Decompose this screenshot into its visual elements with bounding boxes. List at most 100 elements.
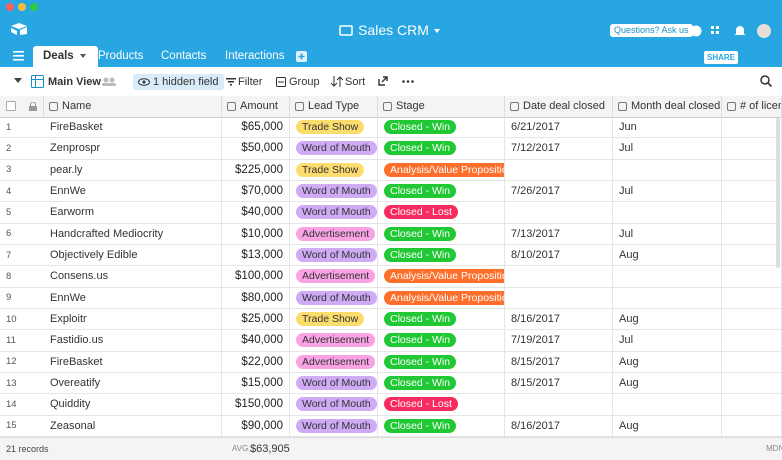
- cell-month[interactable]: Jul: [613, 180, 722, 202]
- cell-lead-type[interactable]: Word of Mouth: [290, 394, 378, 415]
- cell-stage[interactable]: Closed - Win: [378, 372, 505, 394]
- column-header[interactable]: Stage: [378, 96, 505, 117]
- column-header[interactable]: Amount: [222, 96, 290, 117]
- cell-lead-type[interactable]: Trade Show: [290, 159, 378, 180]
- select-all-checkbox[interactable]: [6, 101, 16, 111]
- record-row[interactable]: 12 FireBasket $22,000 Advertisement Closed -…: [0, 351, 782, 373]
- cell-stage[interactable]: Closed - Win: [378, 330, 505, 351]
- cell-licenses[interactable]: [722, 394, 782, 415]
- record-row[interactable]: 2 Zenprospr $50,000 Word of Mouth Closed - W…: [0, 138, 782, 160]
- cell-amount[interactable]: $225,000: [222, 159, 290, 180]
- cell-stage[interactable]: Analysis/Value Proposition: [378, 287, 505, 308]
- column-header[interactable]: Name: [44, 96, 222, 117]
- help-icon[interactable]: [690, 25, 702, 37]
- cell-name[interactable]: pear.ly: [44, 159, 222, 180]
- cell-name[interactable]: EnnWe: [44, 180, 222, 202]
- record-row[interactable]: 6 Handcrafted Mediocrity $10,000 Advertisem…: [0, 223, 782, 245]
- cell-stage[interactable]: Closed - Win: [378, 351, 505, 372]
- cell-licenses[interactable]: [722, 330, 782, 351]
- record-row[interactable]: 14 Quiddity $150,000 Word of Mouth Closed - …: [0, 394, 782, 416]
- cell-amount[interactable]: $22,000: [222, 351, 290, 372]
- record-row[interactable]: 8 Consens.us $100,000 Advertisement Analysis…: [0, 266, 782, 288]
- collapse-caret[interactable]: [14, 78, 22, 84]
- cell-name[interactable]: FireBasket: [44, 117, 222, 138]
- record-row[interactable]: 9 EnnWe $80,000 Word of Mouth Analysis/Value…: [0, 287, 782, 309]
- cell-amount[interactable]: $40,000: [222, 202, 290, 223]
- cell-month[interactable]: Aug: [613, 372, 722, 394]
- record-row[interactable]: 1 FireBasket $65,000 Trade Show Closed - Win…: [0, 117, 782, 139]
- cell-lead-type[interactable]: Word of Mouth: [290, 138, 378, 159]
- cell-name[interactable]: EnnWe: [44, 287, 222, 308]
- tab[interactable]: Interactions: [225, 50, 285, 62]
- column-header[interactable]: # of licens: [722, 96, 782, 117]
- cell-lead-type[interactable]: Word of Mouth: [290, 202, 378, 223]
- record-row[interactable]: 10 Exploitr $25,000 Trade Show Closed - Win 8…: [0, 308, 782, 331]
- cell-name[interactable]: Objectively Edible: [44, 244, 222, 266]
- cell-lead-type[interactable]: Advertisement: [290, 266, 378, 287]
- bell-icon[interactable]: [734, 26, 746, 35]
- hidden-fields-button[interactable]: 1 hidden field: [133, 74, 225, 90]
- cell-licenses[interactable]: [722, 223, 782, 244]
- cell-name[interactable]: Earworm: [44, 202, 222, 223]
- cell-amount[interactable]: $90,000: [222, 415, 290, 436]
- cell-stage[interactable]: Closed - Win: [378, 138, 505, 159]
- share-view-link[interactable]: [378, 76, 388, 86]
- base-title[interactable]: Sales CRM: [0, 22, 782, 38]
- cell-name[interactable]: Overeatify: [44, 372, 222, 394]
- cell-date[interactable]: 8/10/2017: [505, 244, 613, 266]
- cell-date[interactable]: 7/19/2017: [505, 330, 613, 351]
- tab[interactable]: Products: [98, 50, 144, 62]
- cell-date[interactable]: [505, 287, 613, 308]
- cell-lead-type[interactable]: Word of Mouth: [290, 287, 378, 308]
- cell-licenses[interactable]: [722, 287, 782, 308]
- cell-stage[interactable]: Closed - Win: [378, 415, 505, 436]
- cell-date[interactable]: 7/12/2017: [505, 138, 613, 159]
- cell-amount[interactable]: $25,000: [222, 308, 290, 330]
- view-name[interactable]: Main View: [48, 76, 101, 88]
- cell-name[interactable]: Quiddity: [44, 394, 222, 415]
- cell-date[interactable]: 8/16/2017: [505, 308, 613, 330]
- cell-month[interactable]: Jul: [613, 223, 722, 244]
- cell-month[interactable]: [613, 202, 722, 223]
- cell-amount[interactable]: $70,000: [222, 180, 290, 202]
- cell-lead-type[interactable]: Advertisement: [290, 330, 378, 351]
- cell-date[interactable]: 8/15/2017: [505, 351, 613, 372]
- cell-stage[interactable]: Closed - Lost: [378, 202, 505, 223]
- cell-name[interactable]: Handcrafted Mediocrity: [44, 223, 222, 244]
- tab[interactable]: Contacts: [161, 50, 207, 62]
- cell-date[interactable]: 6/21/2017: [505, 117, 613, 138]
- column-header[interactable]: Date deal closed: [505, 96, 613, 117]
- close-button[interactable]: [6, 3, 14, 11]
- cell-month[interactable]: [613, 159, 722, 180]
- cell-amount[interactable]: $15,000: [222, 372, 290, 394]
- cell-licenses[interactable]: [722, 202, 782, 223]
- minimize-button[interactable]: [18, 3, 26, 11]
- cell-lead-type[interactable]: Advertisement: [290, 351, 378, 372]
- cell-stage[interactable]: Closed - Win: [378, 244, 505, 266]
- cell-stage[interactable]: Closed - Win: [378, 180, 505, 202]
- cell-stage[interactable]: Closed - Win: [378, 117, 505, 138]
- cell-stage[interactable]: Analysis/Value Proposition: [378, 159, 505, 180]
- cell-amount[interactable]: $100,000: [222, 266, 290, 287]
- cell-month[interactable]: Aug: [613, 244, 722, 266]
- cell-month[interactable]: Aug: [613, 351, 722, 372]
- cell-name[interactable]: FireBasket: [44, 351, 222, 372]
- share-button[interactable]: SHARE: [704, 51, 739, 64]
- cell-amount[interactable]: $50,000: [222, 138, 290, 159]
- cell-name[interactable]: Zenprospr: [44, 138, 222, 159]
- cell-month[interactable]: Aug: [613, 415, 722, 436]
- cell-name[interactable]: Consens.us: [44, 266, 222, 287]
- column-header[interactable]: Month deal closed: [613, 96, 722, 117]
- cell-licenses[interactable]: [722, 159, 782, 180]
- filter-button[interactable]: Filter: [238, 76, 263, 88]
- cell-date[interactable]: [505, 394, 613, 415]
- record-row[interactable]: 5 Earworm $40,000 Word of Mouth Closed - Los…: [0, 202, 782, 224]
- cell-lead-type[interactable]: Word of Mouth: [290, 180, 378, 202]
- cell-month[interactable]: Jul: [613, 138, 722, 159]
- cell-name[interactable]: Zeasonal: [44, 415, 222, 436]
- record-row[interactable]: 15 Zeasonal $90,000 Word of Mouth Closed - W…: [0, 415, 782, 437]
- avatar[interactable]: [757, 24, 771, 38]
- cell-date[interactable]: [505, 266, 613, 287]
- cell-name[interactable]: Exploitr: [44, 308, 222, 330]
- cell-month[interactable]: Jul: [613, 330, 722, 351]
